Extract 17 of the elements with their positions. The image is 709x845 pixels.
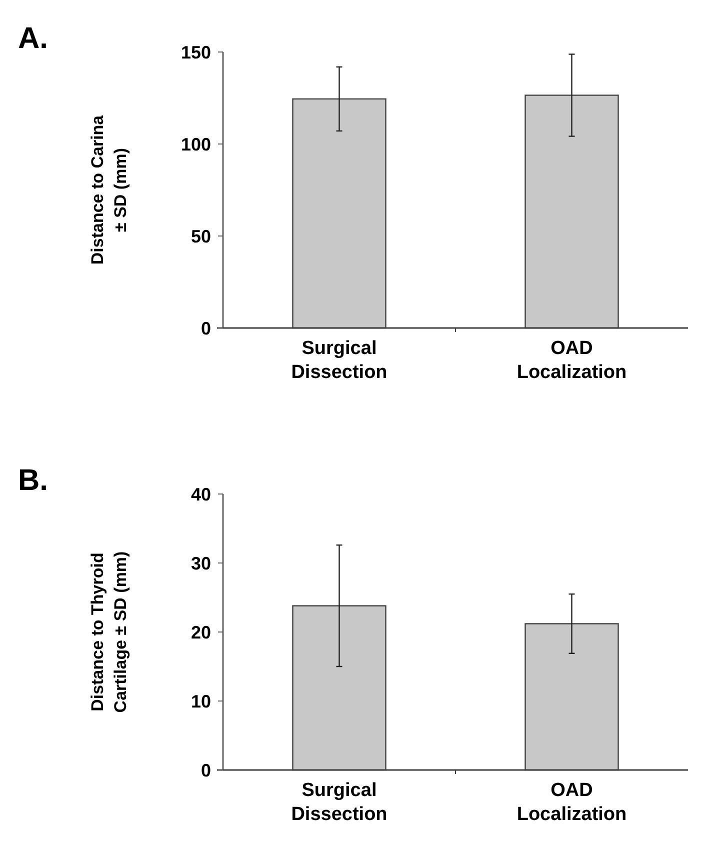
x-tick-label: Surgical Dissection bbox=[291, 338, 388, 383]
y-tick-label: 30 bbox=[190, 553, 211, 574]
y-tick-label: 20 bbox=[190, 622, 211, 642]
chart-title: A. bbox=[18, 22, 48, 55]
y-tick-label: 40 bbox=[190, 484, 211, 504]
x-tick-label: OAD Localization bbox=[516, 780, 627, 825]
y-tick-label: 0 bbox=[200, 760, 211, 780]
y-tick-label: 50 bbox=[190, 226, 211, 246]
y-axis-title: Distance to Carina ± SD (mm) bbox=[88, 114, 130, 265]
y-tick-label: 100 bbox=[180, 134, 211, 154]
y-tick-label: 150 bbox=[180, 42, 211, 62]
y-tick-label: 10 bbox=[190, 691, 211, 712]
chart-title: B. bbox=[18, 464, 48, 497]
y-axis-title: Distance to Thyroid Cartilage ± SD (mm) bbox=[88, 551, 130, 713]
x-tick-label: OAD Localization bbox=[516, 338, 627, 383]
y-tick-label: 0 bbox=[200, 318, 211, 338]
x-tick-label: Surgical Dissection bbox=[291, 780, 388, 825]
